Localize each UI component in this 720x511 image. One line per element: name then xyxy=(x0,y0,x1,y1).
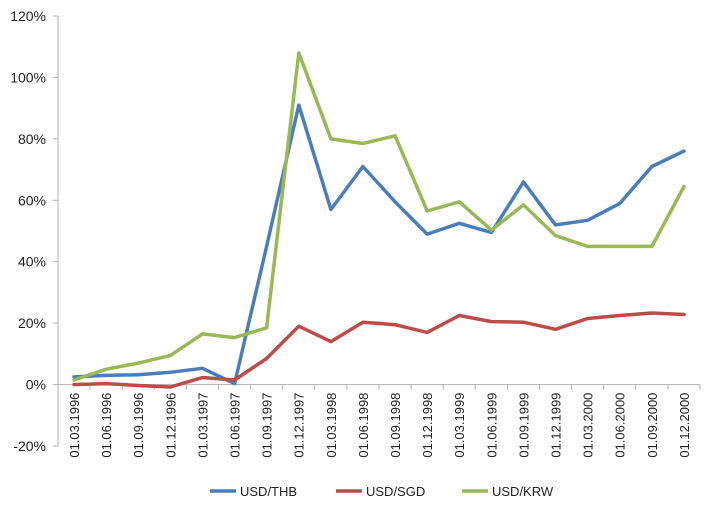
data-point xyxy=(200,366,204,370)
data-point xyxy=(136,383,140,387)
data-point xyxy=(586,218,590,222)
data-point xyxy=(489,320,493,324)
data-point xyxy=(361,165,365,168)
data-point xyxy=(200,376,204,380)
data-point xyxy=(393,323,397,327)
data-point xyxy=(521,320,525,324)
data-point xyxy=(297,324,301,328)
y-tick-label: 0% xyxy=(26,377,46,393)
data-point xyxy=(457,221,461,225)
y-tick-label: 100% xyxy=(10,69,46,85)
series-line-usd-thb xyxy=(72,103,686,386)
data-point xyxy=(329,137,333,141)
legend: USD/THB USD/SGD USD/KRW xyxy=(210,484,554,499)
data-point xyxy=(168,370,172,374)
data-point xyxy=(489,228,493,232)
x-tick-label: 01.09.1997 xyxy=(260,393,275,458)
y-tick-label: 80% xyxy=(18,131,46,147)
data-point xyxy=(329,208,333,211)
x-tick-label: 01.09.1996 xyxy=(131,393,146,458)
data-point xyxy=(168,385,172,389)
data-point xyxy=(457,313,461,317)
y-tick-label: 20% xyxy=(18,315,46,331)
x-tick-label: 01.12.1996 xyxy=(163,393,178,458)
x-tick-label: 01.06.2000 xyxy=(613,393,628,458)
data-point xyxy=(361,320,365,324)
data-point xyxy=(650,244,654,248)
x-tick-label: 01.09.1999 xyxy=(516,393,531,458)
y-tick-label: 60% xyxy=(18,192,46,208)
data-point xyxy=(233,336,237,340)
data-point xyxy=(682,184,686,188)
data-point xyxy=(521,203,525,207)
data-point xyxy=(586,244,590,248)
x-tick-label: 01.03.1996 xyxy=(67,393,82,458)
data-point xyxy=(618,313,622,317)
series-line-usd-krw xyxy=(72,51,686,382)
data-point xyxy=(72,383,76,387)
y-tick-label: -20% xyxy=(13,438,46,454)
data-point xyxy=(682,313,686,317)
data-point xyxy=(200,332,204,336)
legend-label: USD/THB xyxy=(240,484,297,499)
data-point xyxy=(265,356,269,360)
data-point xyxy=(297,51,301,55)
data-point xyxy=(297,103,301,107)
data-point xyxy=(618,244,622,248)
x-tick-label: 01.09.2000 xyxy=(645,393,660,458)
data-point xyxy=(618,201,622,205)
data-point xyxy=(104,373,108,377)
x-tick-label: 01.03.2000 xyxy=(581,393,596,458)
x-axis-ticks: 01.03.1996 01.06.1996 01.09.1996 01.12.1996… xyxy=(57,384,701,458)
x-tick-label: 01.06.1996 xyxy=(99,393,114,458)
data-point xyxy=(233,378,237,382)
data-point xyxy=(425,209,429,213)
data-point xyxy=(104,382,108,386)
x-tick-label: 01.09.1998 xyxy=(388,393,403,458)
data-point xyxy=(650,311,654,315)
series-lines xyxy=(72,51,686,389)
series-line-usd-sgd xyxy=(72,311,686,389)
x-tick-label: 01.06.1997 xyxy=(228,393,243,458)
data-point xyxy=(265,244,269,248)
legend-label: USD/SGD xyxy=(366,484,425,499)
data-point xyxy=(72,378,76,382)
data-point xyxy=(489,231,493,235)
data-point xyxy=(265,326,269,330)
x-tick-label: 01.03.1997 xyxy=(195,393,210,458)
data-point xyxy=(554,234,558,238)
data-point xyxy=(233,382,237,386)
y-tick-label: 40% xyxy=(18,254,46,270)
data-point xyxy=(521,180,525,184)
y-tick-label: 120% xyxy=(10,8,46,24)
data-point xyxy=(425,232,429,236)
data-point xyxy=(329,340,333,344)
x-tick-label: 01.12.1999 xyxy=(549,393,564,458)
x-tick-label: 01.12.1997 xyxy=(292,393,307,458)
data-point xyxy=(393,200,397,204)
x-tick-label: 01.06.1999 xyxy=(484,393,499,458)
data-point xyxy=(136,361,140,365)
data-point xyxy=(457,200,461,204)
data-point xyxy=(425,330,429,334)
data-point xyxy=(104,367,108,371)
x-tick-label: 01.12.2000 xyxy=(677,393,692,458)
x-tick-label: 01.03.1999 xyxy=(452,393,467,458)
data-point xyxy=(168,353,172,357)
data-point xyxy=(72,375,76,379)
x-tick-label: 01.12.1998 xyxy=(420,393,435,458)
data-point xyxy=(682,149,686,153)
data-point xyxy=(554,223,558,227)
data-point xyxy=(650,165,654,168)
data-point xyxy=(554,327,558,331)
data-point xyxy=(393,134,397,138)
data-point xyxy=(586,317,590,321)
x-tick-label: 01.06.1998 xyxy=(356,393,371,458)
data-point xyxy=(361,141,365,145)
data-point xyxy=(136,373,140,377)
y-axis-ticks: -20% 0% 20% 40% 60% 80% 100% 120% xyxy=(10,8,58,454)
x-tick-label: 01.03.1998 xyxy=(324,393,339,458)
legend-label: USD/KRW xyxy=(492,484,554,499)
